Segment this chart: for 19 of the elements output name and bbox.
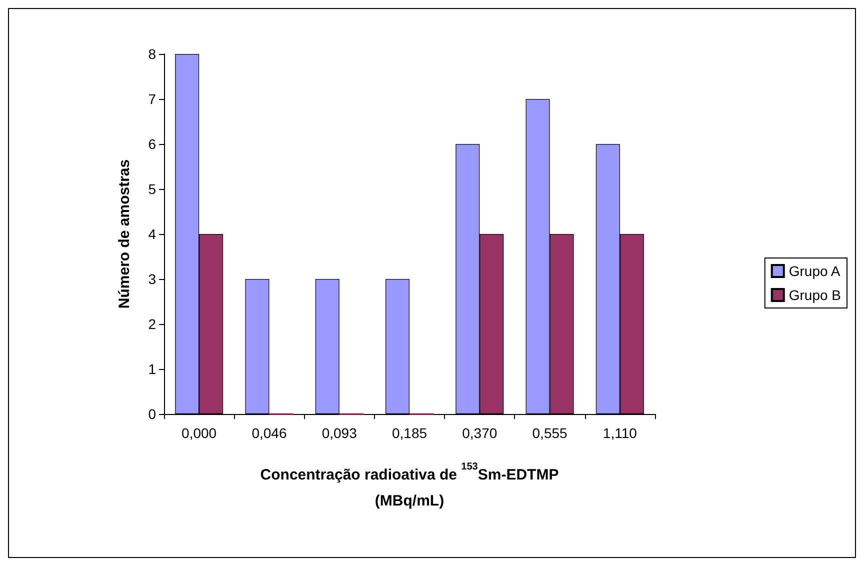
y-tick-label: 6 (148, 136, 156, 152)
x-tick-label: 0,000 (182, 425, 217, 441)
y-tick-label: 5 (148, 181, 156, 197)
legend-label: Grupo B (788, 287, 842, 303)
x-tick-label: 0,093 (322, 425, 358, 441)
y-tick-label: 1 (148, 361, 156, 377)
x-tick-label: 1,110 (602, 425, 638, 441)
y-tick-label: 0 (148, 406, 156, 422)
x-tick-label: 0,370 (462, 425, 498, 441)
legend-label: Grupo A (788, 263, 841, 279)
y-axis-title: Número de amostras (116, 159, 133, 309)
y-tick-label: 3 (148, 271, 156, 287)
x-tick-label: 0,046 (252, 425, 287, 441)
y-tick-label: 8 (148, 46, 156, 62)
x-tick-label: 0,185 (392, 425, 428, 441)
y-tick-label: 7 (148, 91, 156, 107)
y-tick-label: 4 (148, 226, 156, 242)
y-tick-label: 2 (148, 316, 156, 332)
x-tick-label: 0,555 (532, 425, 568, 441)
